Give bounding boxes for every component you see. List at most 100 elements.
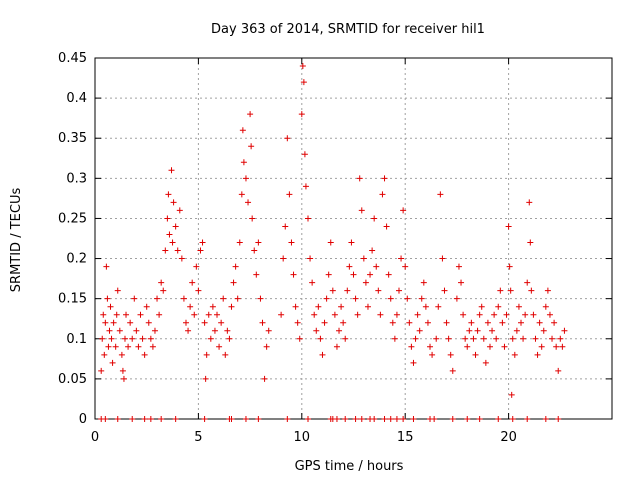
data-point bbox=[453, 295, 460, 302]
data-point bbox=[424, 319, 431, 326]
data-point bbox=[236, 239, 243, 246]
data-point bbox=[292, 303, 299, 310]
data-point bbox=[408, 343, 415, 350]
data-point bbox=[99, 335, 106, 342]
data-point bbox=[466, 327, 473, 334]
data-point bbox=[522, 311, 529, 318]
data-point bbox=[290, 271, 297, 278]
chart-title: Day 363 of 2014, SRMTID for receiver hil… bbox=[211, 22, 485, 37]
data-point bbox=[506, 263, 513, 270]
data-point bbox=[431, 416, 438, 422]
data-point bbox=[333, 343, 340, 350]
data-point bbox=[385, 271, 392, 278]
data-point bbox=[222, 351, 229, 358]
data-point bbox=[139, 335, 146, 342]
data-point bbox=[486, 343, 493, 350]
data-point bbox=[515, 303, 522, 310]
data-point bbox=[311, 311, 318, 318]
data-point bbox=[226, 335, 233, 342]
data-point bbox=[240, 159, 247, 166]
data-point bbox=[176, 207, 183, 214]
data-point bbox=[391, 335, 398, 342]
data-point bbox=[319, 351, 326, 358]
y-tick-label: 0.2 bbox=[66, 252, 87, 267]
data-point bbox=[172, 416, 179, 422]
data-point bbox=[508, 391, 515, 398]
data-point bbox=[449, 367, 456, 374]
data-point bbox=[211, 327, 218, 334]
data-point bbox=[168, 167, 175, 174]
data-point bbox=[373, 263, 380, 270]
data-point bbox=[412, 335, 419, 342]
data-point bbox=[387, 416, 394, 422]
data-point bbox=[493, 335, 500, 342]
data-point bbox=[375, 287, 382, 294]
data-point bbox=[509, 416, 516, 422]
data-point bbox=[202, 375, 209, 382]
data-point bbox=[195, 287, 202, 294]
data-point bbox=[542, 303, 549, 310]
data-point bbox=[141, 416, 148, 422]
data-point bbox=[321, 319, 328, 326]
x-tick-label: 0 bbox=[91, 430, 99, 445]
data-point bbox=[127, 319, 134, 326]
x-tick-label: 5 bbox=[194, 430, 202, 445]
data-point bbox=[497, 287, 504, 294]
data-point bbox=[410, 416, 417, 422]
data-point bbox=[509, 335, 516, 342]
data-point bbox=[298, 111, 305, 118]
data-point bbox=[149, 343, 156, 350]
data-point bbox=[439, 255, 446, 262]
data-point bbox=[129, 416, 136, 422]
data-point bbox=[530, 311, 537, 318]
data-point bbox=[170, 199, 177, 206]
data-point bbox=[189, 279, 196, 286]
data-point bbox=[284, 135, 291, 142]
data-point bbox=[555, 416, 562, 422]
points-layer bbox=[98, 63, 568, 422]
data-point bbox=[147, 335, 154, 342]
data-point bbox=[400, 416, 407, 422]
grid-layer bbox=[95, 58, 612, 419]
data-point bbox=[346, 263, 353, 270]
y-tick-label: 0.4 bbox=[66, 91, 87, 106]
data-point bbox=[158, 279, 165, 286]
data-point bbox=[265, 327, 272, 334]
data-point bbox=[201, 416, 208, 422]
data-point bbox=[557, 335, 564, 342]
data-point bbox=[180, 295, 187, 302]
data-point bbox=[342, 416, 349, 422]
data-point bbox=[441, 287, 448, 294]
data-point bbox=[255, 239, 262, 246]
data-point bbox=[282, 223, 289, 230]
data-point bbox=[199, 239, 206, 246]
data-point bbox=[336, 327, 343, 334]
data-point bbox=[249, 215, 256, 222]
data-point bbox=[224, 327, 231, 334]
y-tick-label: 0.45 bbox=[58, 51, 87, 66]
data-point bbox=[551, 319, 558, 326]
data-point bbox=[143, 303, 150, 310]
data-point bbox=[106, 327, 113, 334]
data-point bbox=[518, 319, 525, 326]
data-point bbox=[458, 279, 465, 286]
data-point bbox=[546, 311, 553, 318]
data-point bbox=[112, 343, 119, 350]
data-point bbox=[102, 319, 109, 326]
data-point bbox=[307, 255, 314, 262]
data-point bbox=[158, 416, 165, 422]
data-point bbox=[156, 311, 163, 318]
data-point bbox=[300, 79, 307, 86]
data-point bbox=[354, 311, 361, 318]
data-point bbox=[358, 416, 365, 422]
data-point bbox=[460, 311, 467, 318]
data-point bbox=[532, 335, 539, 342]
data-point bbox=[98, 367, 105, 374]
data-point bbox=[187, 303, 194, 310]
y-tick-label: 0.25 bbox=[58, 211, 87, 226]
data-point bbox=[427, 343, 434, 350]
data-point bbox=[201, 319, 208, 326]
data-point bbox=[528, 287, 535, 294]
data-point bbox=[301, 151, 308, 158]
data-point bbox=[145, 319, 152, 326]
